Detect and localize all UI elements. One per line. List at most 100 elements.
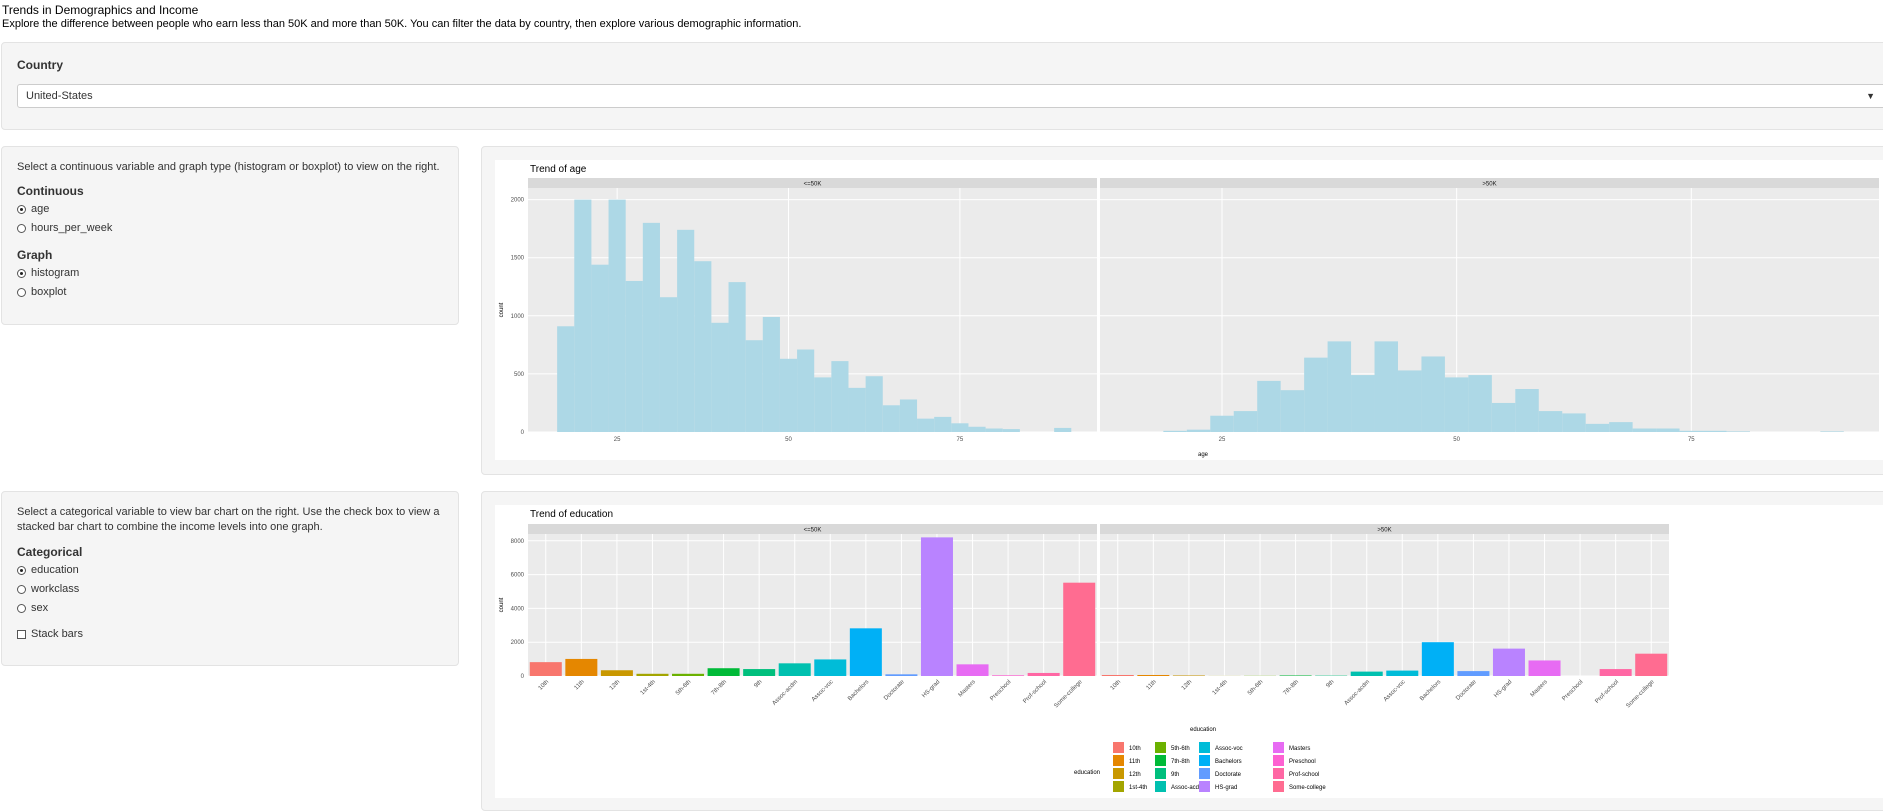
bar (636, 674, 668, 676)
bar (565, 659, 597, 676)
legend-swatch (1155, 781, 1166, 792)
radio-label: boxplot (31, 286, 66, 298)
bar (1063, 583, 1095, 676)
radio-graph-histogram[interactable]: histogram (17, 266, 79, 280)
graph-label: Graph (17, 248, 52, 262)
bar (1422, 642, 1454, 676)
y-tick-label: 2000 (511, 640, 525, 646)
y-axis-label: count (499, 597, 505, 612)
bar (1102, 675, 1134, 676)
radio-continuous-hours-per-week[interactable]: hours_per_week (17, 221, 112, 235)
histogram-bar (694, 261, 711, 432)
legend-swatch (1199, 755, 1210, 766)
radio-categorical-workclass[interactable]: workclass (17, 582, 79, 596)
histogram-bar (780, 359, 797, 432)
radio-unselected-icon (17, 585, 26, 594)
histogram-bar (986, 429, 1003, 432)
x-tick-label: Bachelors (847, 679, 870, 702)
radio-graph-boxplot[interactable]: boxplot (17, 285, 66, 299)
histogram-bar (1726, 431, 1749, 432)
legend-label: Bachelors (1215, 759, 1242, 765)
radio-selected-icon (17, 566, 26, 575)
x-tick-label: Preschool (989, 679, 1012, 702)
legend-swatch (1113, 742, 1124, 753)
histogram-bar (1234, 411, 1257, 432)
histogram-bar (968, 427, 985, 432)
legend-swatch (1273, 768, 1284, 779)
bar (1280, 675, 1312, 676)
radio-categorical-education[interactable]: education (17, 563, 79, 577)
radio-continuous-age[interactable]: age (17, 202, 49, 216)
bar (1173, 675, 1205, 676)
histogram-bar (643, 223, 660, 432)
histogram-bar (1680, 431, 1703, 432)
bar (1386, 671, 1418, 676)
country-selected-value: United-States (26, 90, 93, 102)
bar (1137, 675, 1169, 676)
histogram-bar (934, 417, 951, 432)
legend-swatch (1273, 781, 1284, 792)
checkbox-label: Stack bars (31, 628, 83, 640)
x-tick-label: 5th-6th (675, 679, 692, 696)
histogram-bar (1468, 375, 1491, 432)
bar (708, 668, 740, 676)
radio-label: age (31, 203, 49, 215)
histogram-bar (951, 423, 968, 432)
country-select[interactable]: United-States ▼ (17, 84, 1883, 108)
x-tick-label: 12th (1181, 679, 1194, 692)
y-axis-label: count (499, 302, 505, 317)
histogram-bar (609, 200, 626, 432)
legend-label: 12th (1129, 772, 1141, 778)
histogram-bar (1375, 341, 1398, 432)
y-tick-label: 500 (514, 372, 525, 378)
histogram-bar (746, 340, 763, 432)
x-tick-label: Preschool (1561, 679, 1584, 702)
x-tick-label: 7th-8th (711, 679, 728, 696)
x-tick-label: 5th-6th (1247, 679, 1264, 696)
bar (814, 659, 846, 676)
x-tick-label: Assoc-acdm (772, 679, 800, 707)
legend-label: Some-college (1289, 785, 1326, 791)
y-tick-label: 1500 (511, 256, 525, 262)
x-tick-label: 50 (785, 437, 792, 443)
bar (1028, 673, 1060, 676)
panel-background (1100, 534, 1669, 676)
legend-label: 9th (1171, 772, 1179, 778)
x-tick-label: Assoc-acdm (1344, 679, 1372, 707)
histogram-bar (814, 377, 831, 432)
radio-categorical-sex[interactable]: sex (17, 601, 48, 615)
radio-unselected-icon (17, 288, 26, 297)
education-bar-chart: Trend of education<=50K02000400060008000… (495, 505, 1883, 798)
x-tick-label: 1st-4th (1212, 679, 1229, 696)
histogram-bar (1281, 390, 1304, 432)
x-tick-label: Masters (958, 679, 977, 698)
histogram-bar (1351, 375, 1374, 432)
histogram-bar (1187, 430, 1210, 432)
bar (530, 662, 562, 676)
app-title: Trends in Demographics and Income (2, 3, 198, 17)
x-tick-label: 25 (614, 437, 621, 443)
legend-label: Prof-school (1289, 772, 1319, 778)
radio-label: histogram (31, 267, 79, 279)
histogram-bar (1421, 356, 1444, 432)
histogram-bar (917, 419, 934, 432)
facet-label: <=50K (804, 528, 822, 534)
radio-label: education (31, 564, 79, 576)
x-tick-label: Doctorate (883, 679, 906, 702)
histogram-bar (831, 361, 848, 432)
legend-label: Masters (1289, 746, 1310, 752)
legend-swatch (1199, 768, 1210, 779)
radio-label: sex (31, 602, 48, 614)
radio-selected-icon (17, 205, 26, 214)
x-tick-label: 25 (1219, 437, 1226, 443)
legend-swatch (1155, 742, 1166, 753)
facet-label: >50K (1377, 528, 1391, 534)
histogram-bar (900, 399, 917, 432)
histogram-bar (1163, 431, 1186, 432)
stack-bars-checkbox[interactable]: Stack bars (17, 627, 83, 641)
histogram-bar (866, 376, 883, 432)
y-tick-label: 8000 (511, 539, 525, 545)
